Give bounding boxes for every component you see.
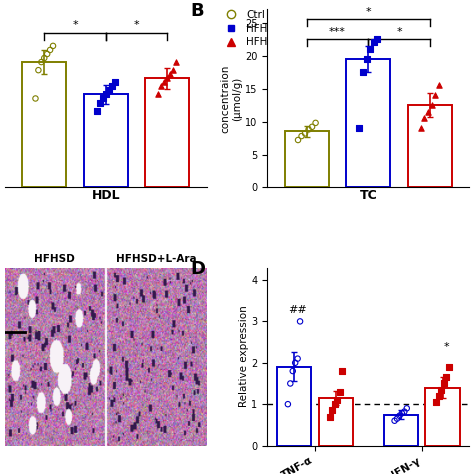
Point	[40, 54, 48, 62]
Point	[161, 79, 168, 86]
Bar	[426, 388, 460, 446]
Point	[294, 355, 301, 363]
X-axis label: TC: TC	[359, 189, 377, 202]
Point	[108, 82, 115, 90]
Text: *: *	[365, 8, 371, 18]
Text: B: B	[191, 2, 204, 20]
Point	[431, 91, 439, 99]
Point	[435, 82, 442, 89]
Point	[326, 413, 334, 420]
Point	[301, 129, 309, 137]
Point	[292, 359, 299, 366]
Text: D: D	[191, 260, 206, 278]
Y-axis label: concentraion
(μmol/g): concentraion (μmol/g)	[221, 64, 242, 133]
Bar	[383, 415, 418, 446]
Point	[169, 66, 177, 74]
Point	[44, 50, 51, 58]
Text: *: *	[444, 342, 449, 352]
Text: HFHSD+L-Ara: HFHSD+L-Ara	[117, 254, 197, 264]
Point	[111, 79, 118, 86]
Point	[32, 95, 39, 102]
Point	[312, 119, 319, 127]
Text: ##: ##	[288, 305, 307, 315]
Point	[164, 74, 171, 82]
Point	[445, 363, 453, 371]
Text: *: *	[396, 27, 402, 37]
Point	[172, 58, 180, 66]
X-axis label: HDL: HDL	[91, 189, 120, 202]
Point	[157, 82, 165, 90]
Point	[338, 367, 346, 375]
Point	[398, 410, 406, 417]
Point	[435, 392, 443, 400]
Text: *: *	[134, 20, 139, 30]
Point	[373, 36, 381, 43]
Bar	[408, 105, 452, 188]
Point	[284, 401, 292, 408]
Point	[359, 68, 367, 76]
Point	[396, 412, 403, 419]
Point	[105, 87, 112, 94]
Point	[46, 46, 54, 54]
Point	[421, 114, 428, 122]
Point	[370, 39, 377, 46]
Point	[356, 124, 363, 132]
Point	[155, 91, 162, 98]
Point	[102, 91, 109, 98]
Y-axis label: Relative expression: Relative expression	[238, 306, 248, 408]
Point	[37, 58, 45, 66]
Point	[296, 318, 304, 325]
Text: HFHSD: HFHSD	[34, 254, 75, 264]
Point	[96, 99, 104, 106]
Point	[286, 380, 294, 387]
Point	[166, 71, 174, 78]
Point	[438, 386, 445, 393]
Point	[294, 136, 302, 144]
Point	[333, 396, 341, 404]
Point	[391, 417, 398, 425]
Point	[393, 415, 401, 422]
Point	[331, 401, 338, 408]
Point	[433, 398, 440, 406]
Legend: Ctrl, HFHSD, HFHSD+L-Ara: Ctrl, HFHSD, HFHSD+L-Ara	[217, 6, 322, 52]
Point	[363, 55, 370, 63]
Point	[440, 380, 447, 387]
Text: *: *	[72, 20, 78, 30]
Point	[417, 124, 425, 132]
Bar	[145, 78, 189, 188]
Point	[99, 95, 107, 102]
Point	[336, 388, 343, 395]
Point	[49, 42, 57, 50]
Point	[403, 404, 410, 412]
Point	[366, 45, 374, 53]
Point	[305, 126, 312, 133]
Point	[424, 108, 432, 116]
Point	[308, 123, 316, 131]
Bar	[346, 59, 390, 188]
Point	[328, 407, 336, 414]
Bar	[285, 131, 329, 188]
Point	[428, 101, 435, 109]
Bar	[84, 94, 128, 188]
Point	[442, 374, 450, 381]
Bar	[277, 367, 311, 446]
Bar	[319, 398, 353, 446]
Point	[289, 367, 297, 375]
Point	[93, 107, 101, 114]
Text: ***: ***	[329, 27, 346, 37]
Bar	[22, 62, 66, 188]
Point	[298, 132, 305, 140]
Point	[401, 408, 408, 415]
Point	[35, 66, 42, 74]
